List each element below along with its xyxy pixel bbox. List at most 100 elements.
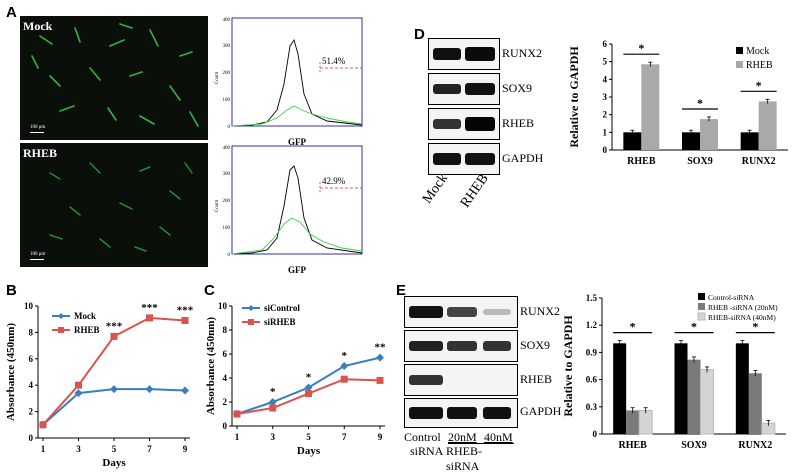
y-tick-label: 2 [223,397,228,407]
data-point [181,317,189,325]
data-point [39,421,47,429]
bar [638,409,653,435]
y-tick-label: 3 [603,92,608,102]
flow-ylabel: Count [215,71,220,84]
panel-label-b: B [6,282,17,299]
y-axis-label: Absorbance (450nm) [5,323,17,421]
bar [700,369,714,435]
x-tick-label: 1 [41,444,46,454]
x-tick-label: RHEB [627,156,656,167]
legend-marker [248,305,254,311]
flow-ytick: 400 [223,18,231,23]
y-tick-label: 1.5 [586,293,598,303]
significance-label: * [306,372,312,384]
x-tick-label: RHEB [618,440,647,451]
flow-ytick: 200 [223,71,231,76]
flow-mock-pct: 51.4% [322,56,346,66]
data-point [110,385,118,394]
blot-label-sox9: SOX9 [502,81,533,95]
x-tick-label: 5 [306,432,311,442]
y-tick-label: 4 [603,74,608,84]
y-tick-label: 0 [593,429,598,439]
flow-xlabel: GFP [288,265,306,275]
blot-band-sox9 [428,73,500,105]
x-tick-label: 7 [342,432,347,442]
blot-label-runx2: RUNX2 [520,304,561,318]
bar [687,359,701,434]
micrograph-rheb: RHEB 100 μm [20,143,208,267]
legend-marker [58,327,64,333]
data-point [110,332,118,340]
legend-label: RHEB-siRNA (40nM) [708,313,776,322]
flow-curve-control [231,165,363,255]
flow-histogram-mock: 51.4% Count 0 100 200 300 400 GFP [215,17,363,147]
legend-label: siRHEB [264,317,296,327]
y-tick-label: 4 [223,373,228,383]
legend-label: RHEB -siRNA (20nM) [708,303,778,312]
legend-swatch [698,303,705,310]
lane-label-20nm: 20nM [448,430,477,444]
flow-ytick: 0 [228,125,231,130]
blot-label-rheb: RHEB [520,372,553,386]
blot-label-sox9: SOX9 [520,338,551,352]
chart-b: 0 2 4 6 8 10 1 3 5 7 9 Days Absorbance (450nm) Mock RH… [5,301,194,469]
y-tick-label: 10 [218,301,228,311]
blot-label-runx2: RUNX2 [502,46,543,60]
bar [674,343,688,434]
panel-label-d: D [414,26,425,43]
x-tick-label: 5 [112,444,117,454]
data-point [233,410,241,418]
significance-label: * [752,320,758,334]
legend-swatch [698,293,705,300]
data-point [376,353,384,362]
significance-label: * [697,96,703,110]
y-tick-label: 6 [603,39,608,49]
flow-rheb-pct: 42.9% [322,176,346,186]
data-point [376,376,384,384]
bar [682,132,700,150]
blot-band-gapdh [404,398,518,428]
data-point [145,385,154,394]
blot-band-sox9 [404,330,518,362]
bar [748,373,762,434]
significance-label: *** [106,320,123,332]
series-line [42,388,186,426]
significance-label: * [756,78,762,92]
flow-curve-gfp [231,217,363,255]
flow-ytick: 100 [223,98,231,103]
y-tick-label: 6 [223,349,228,359]
bar [758,101,777,150]
x-tick-label: SOX9 [681,440,707,451]
significance-label: * [638,41,644,55]
data-point [269,404,277,412]
x-tick-label: RUNX2 [738,440,772,451]
y-tick-label: 0 [603,145,608,155]
y-tick-label: 0 [223,421,228,431]
lane-label-40nm: 40nM [484,430,513,444]
y-tick-label: 1.2 [586,320,598,330]
flow-histogram-rheb: 42.9% Count 0 100 200 300 400 GFP [215,145,363,275]
blot-band-runx2 [404,296,518,328]
bar [613,343,627,434]
significance-label: * [630,320,636,334]
blot-band-gapdh [428,143,500,175]
scale-bar [30,132,44,133]
lane-label-sirna: siRNA [410,444,444,458]
y-tick-label: 2 [29,407,34,417]
y-axis-label: Relative to GAPDH [561,315,575,417]
bar [740,132,759,150]
data-point [268,398,277,406]
y-axis-label: Relative to GAPDH [567,46,581,148]
y-tick-label: 10 [24,301,34,311]
x-tick-label: 7 [147,444,152,454]
lane-label-rheb: RHEB [458,171,492,211]
y-tick-label: 1 [603,127,608,137]
bar [735,343,749,434]
flow-frame [231,145,363,255]
flow-frame [231,17,363,127]
legend-label: siControl [264,303,300,313]
bar [623,132,642,150]
blot-band-runx2 [428,38,500,70]
data-point [305,390,312,398]
micrograph-mock-label: Mock [23,19,53,33]
